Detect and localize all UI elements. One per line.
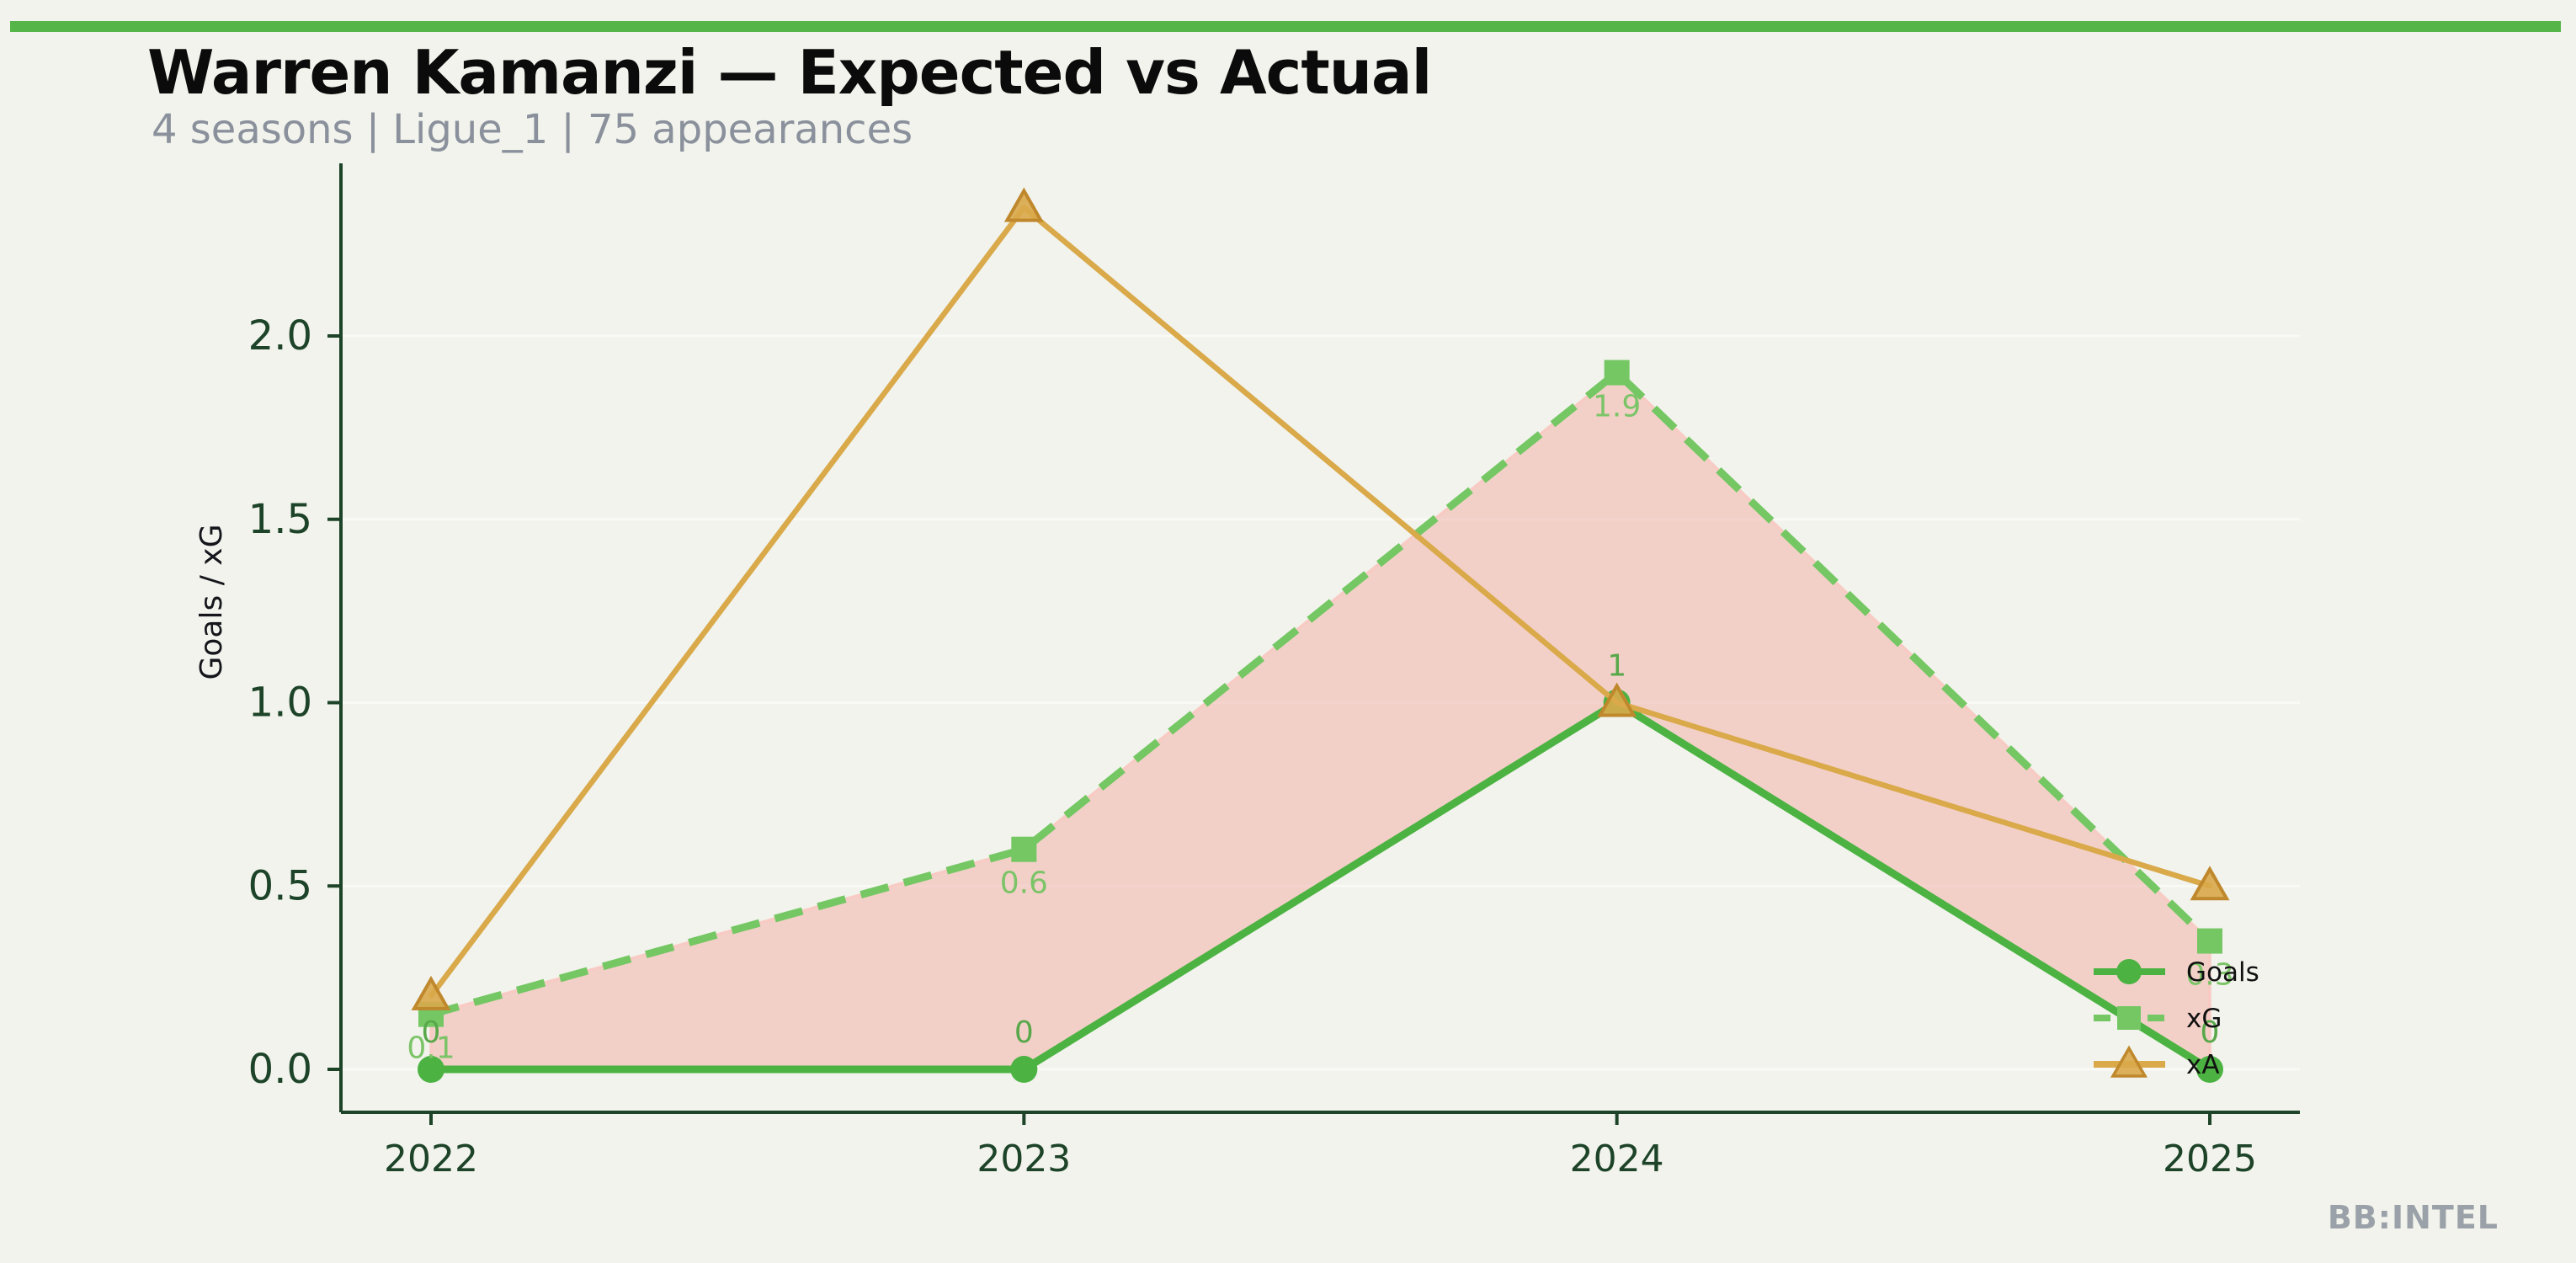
- watermark: BB:INTEL: [2327, 1199, 2499, 1236]
- xg-marker: [1604, 360, 1630, 386]
- data-label-xg: 0.3: [2185, 958, 2233, 993]
- goals-marker: [1010, 1056, 1038, 1083]
- chart-subtitle: 4 seasons | Ligue_1 | 75 appearances: [152, 106, 913, 153]
- legend-label-xg: xG: [2186, 1004, 2222, 1034]
- data-label-goals: 0: [1014, 1015, 1034, 1050]
- legend-marker-goals: [2116, 959, 2142, 984]
- data-label-goals: 1: [1607, 649, 1626, 684]
- fill-between-area: [429, 370, 2211, 1073]
- x-tick-label: 2025: [2163, 1138, 2257, 1180]
- xg-marker: [2196, 928, 2222, 954]
- xa-marker: [1597, 682, 1637, 717]
- x-tick-label: 2022: [384, 1138, 478, 1180]
- x-tick-label: 2023: [977, 1138, 1071, 1180]
- chart-title: Warren Kamanzi — Expected vs Actual: [147, 37, 1432, 108]
- data-label-xg: 1.9: [1593, 390, 1641, 424]
- y-tick-label: 1.0: [248, 679, 312, 727]
- data-label-xg: 0.1: [407, 1031, 455, 1066]
- legend-label-xa: xA: [2186, 1050, 2220, 1080]
- legend-marker-xa: [2110, 1045, 2148, 1078]
- xg-marker: [1011, 836, 1037, 862]
- xa-line: [428, 205, 2213, 999]
- data-label-goals: 0: [422, 1015, 441, 1050]
- data-label-xg: 0.6: [1000, 866, 1048, 901]
- legend-marker-xg: [2117, 1006, 2141, 1030]
- y-tick-label: 0.5: [248, 862, 312, 909]
- goals-line: [427, 699, 2214, 1074]
- goals-marker: [418, 1056, 444, 1083]
- y-tick-label: 2.0: [248, 312, 312, 360]
- xg-line: [429, 369, 2213, 1019]
- x-tick-label: 2024: [1570, 1138, 1664, 1180]
- data-label-goals: 0: [2201, 1015, 2220, 1050]
- goals-marker: [2195, 1056, 2223, 1083]
- xa-marker: [411, 975, 451, 1010]
- y-axis-title: Goals / xG: [194, 525, 229, 680]
- legend-label-goals: Goals: [2186, 957, 2259, 988]
- accent-bar: [10, 21, 2561, 32]
- xa-marker: [1003, 187, 1044, 222]
- y-tick-label: 0.0: [248, 1046, 312, 1093]
- xa-marker: [2190, 866, 2230, 901]
- y-tick-label: 1.5: [248, 496, 312, 543]
